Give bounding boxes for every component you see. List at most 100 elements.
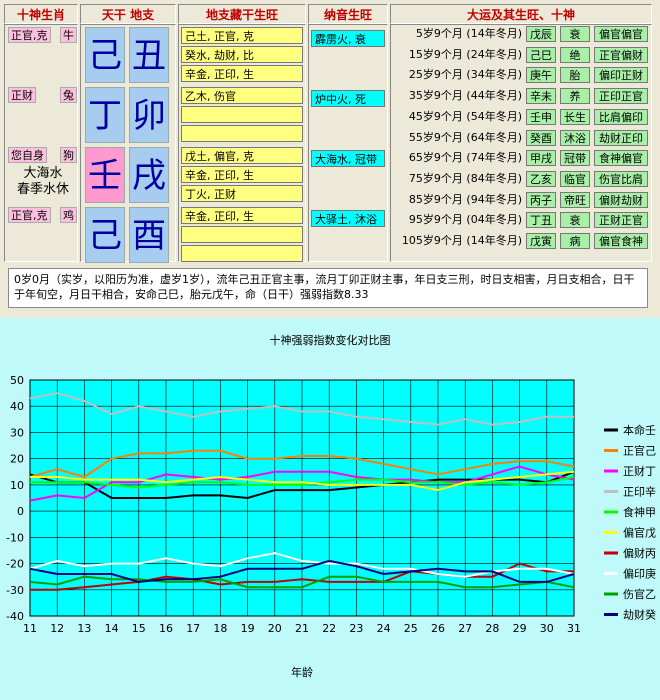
x-tick-label: 27 — [458, 622, 472, 635]
luck-state: 胎 — [560, 67, 590, 84]
pillar-stem: 己 — [85, 207, 125, 263]
series-line — [30, 476, 575, 489]
pillar-hidden-stem: 辛金, 正印, 生 — [181, 207, 303, 224]
x-tick-label: 26 — [431, 622, 445, 635]
series-line — [29, 449, 575, 479]
luck-ganzhi: 癸酉 — [526, 129, 556, 146]
column-nayin — [308, 24, 388, 262]
y-tick-label: -30 — [6, 584, 24, 597]
x-tick-label: 22 — [322, 622, 336, 635]
strength-chart: 十神强弱指数变化对比图 年龄 50 40 30 20 10 0 -10 -20 -30 -4011… — [6, 333, 656, 679]
luck-state: 沐浴 — [560, 129, 590, 146]
luck-ganzhi: 戊寅 — [526, 233, 556, 249]
self-note: 大海水 春季水休 — [10, 166, 76, 198]
luck-ganzhi: 壬申 — [526, 108, 556, 125]
legend-label: 偏官戊 — [623, 526, 656, 540]
header-nayin: 纳音生旺 — [308, 4, 388, 24]
pillar-nayin: 大驿土, 沐浴 — [311, 210, 385, 227]
luck-gods: 正财正官 — [594, 212, 648, 229]
column-stem-branch — [80, 24, 176, 262]
luck-age: 95岁9个月 (04年冬月) — [408, 213, 522, 227]
pillar-god: 正官,克 — [8, 27, 51, 43]
series-line — [29, 559, 575, 583]
description-box: 0岁0月（实岁，以阳历为准，虚岁1岁），流年己丑正官主事，流月丁卯正财主事，年日… — [8, 268, 648, 308]
luck-age: 75岁9个月 (84年冬月) — [408, 171, 522, 185]
legend-label: 食神甲 — [623, 505, 656, 519]
luck-state: 冠带 — [560, 150, 590, 167]
luck-gods: 伤官比肩 — [594, 170, 648, 187]
luck-age: 5岁9个月 (14年冬月) — [415, 27, 522, 40]
luck-ganzhi: 戊辰 — [526, 26, 556, 42]
pillar-hidden-stem: 辛金, 正印, 生 — [181, 65, 303, 82]
chart-area: 十神强弱指数变化对比图 年龄 50 40 30 20 10 0 -10 -20 -30 -40 11… — [0, 318, 660, 700]
series-line — [29, 465, 575, 502]
legend-label: 正印辛 — [623, 485, 656, 499]
pillar-zodiac: 狗 — [60, 147, 77, 163]
header-hidden: 地支藏干生旺 — [178, 4, 306, 24]
y-tick-label: 0 — [17, 505, 24, 518]
x-tick-label: 14 — [105, 622, 119, 635]
legend-label: 劫财癸 — [623, 608, 656, 622]
luck-state: 临官 — [560, 170, 590, 187]
self-note-line: 大海水 — [23, 166, 63, 181]
pillar-stem: 己 — [85, 27, 125, 83]
luck-gods: 比肩偏印 — [594, 108, 648, 125]
pillar-zodiac: 牛 — [60, 27, 77, 43]
luck-state: 绝 — [560, 46, 590, 63]
legend-label: 偏印庚 — [623, 567, 656, 581]
pillar-nayin: 炉中火, 死 — [311, 90, 385, 107]
x-tick-label: 29 — [513, 622, 527, 635]
luck-age: 65岁9个月 (74年冬月) — [408, 151, 522, 165]
luck-gods: 正官偏财 — [594, 46, 648, 63]
x-tick-label: 16 — [159, 622, 173, 635]
header-luck: 大运及其生旺、十神 — [390, 4, 652, 24]
luck-gods: 偏官食神 — [594, 233, 648, 249]
x-tick-label: 15 — [132, 622, 146, 635]
luck-ganzhi: 丙子 — [526, 191, 556, 208]
column-luck — [390, 24, 652, 262]
x-tick-label: 24 — [377, 622, 391, 635]
pillar-god: 正财 — [8, 87, 36, 103]
pillar-hidden-stem — [181, 125, 303, 142]
legend-label: 正官己 — [623, 444, 656, 458]
series-line — [30, 562, 574, 591]
pillar-hidden-stem — [181, 245, 303, 262]
series-line — [30, 470, 575, 492]
luck-age: 25岁9个月 (34年冬月) — [408, 68, 522, 82]
pillar-nayin: 大海水, 冠带 — [311, 150, 385, 167]
luck-state: 病 — [560, 233, 590, 249]
y-tick-label: 10 — [10, 479, 24, 492]
legend-label: 本命壬 — [623, 423, 656, 437]
x-tick-label: 19 — [241, 622, 255, 635]
y-tick-label: 30 — [10, 426, 24, 439]
luck-state: 帝旺 — [560, 191, 590, 208]
x-tick-label: 31 — [567, 622, 581, 635]
x-tick-label: 11 — [23, 622, 37, 635]
luck-state: 养 — [560, 88, 590, 105]
x-tick-label: 30 — [540, 622, 554, 635]
x-tick-label: 25 — [404, 622, 418, 635]
luck-gods: 正印正官 — [594, 88, 648, 105]
series-line — [29, 575, 575, 589]
legend-label: 偏财丙 — [623, 546, 656, 560]
chart-title: 十神强弱指数变化对比图 — [270, 333, 391, 347]
luck-ganzhi: 辛未 — [526, 88, 556, 105]
chart-x-label: 年龄 — [291, 665, 313, 679]
pillar-zodiac: 兔 — [60, 87, 77, 103]
header-ten-gods: 十神生肖 — [4, 4, 78, 24]
x-tick-label: 17 — [186, 622, 200, 635]
legend-label: 正财丁 — [623, 464, 656, 478]
pillar-hidden-stem — [181, 106, 303, 123]
y-tick-label: -40 — [6, 610, 24, 623]
y-tick-label: -20 — [6, 558, 24, 571]
series-line — [29, 552, 575, 578]
x-tick-label: 20 — [268, 622, 282, 635]
pillar-hidden-stem: 戊土, 偏官, 克 — [181, 147, 303, 164]
luck-age: 15岁9个月 (24年冬月) — [408, 47, 522, 61]
bazi-panel: 十神生肖 天干 地支 地支藏干生旺 纳音生旺 大运及其生旺、十神 正官,克牛己丑… — [0, 0, 660, 318]
x-tick-label: 23 — [349, 622, 363, 635]
pillar-hidden-stem: 丁火, 正财 — [181, 185, 303, 202]
luck-gods: 偏财劫财 — [594, 191, 648, 208]
pillar-hidden-stem: 己土, 正官, 克 — [181, 27, 303, 44]
luck-gods: 偏印正财 — [594, 67, 648, 84]
